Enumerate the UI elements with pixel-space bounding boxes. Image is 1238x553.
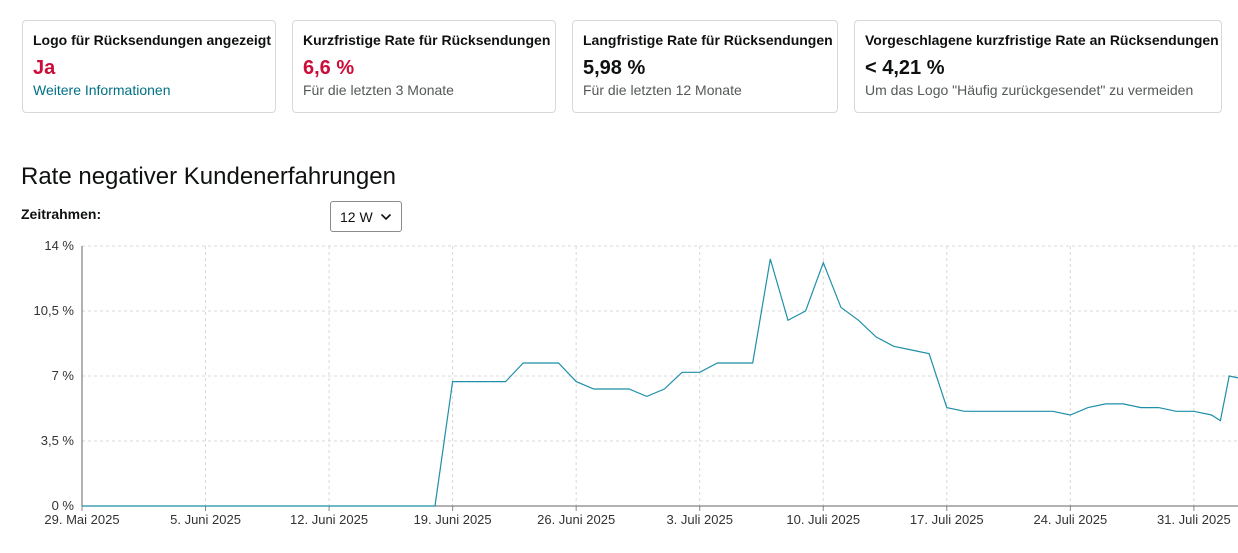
card-value: 5,98 %: [583, 57, 646, 79]
y-tick-label: 3,5 %: [41, 433, 75, 448]
timeframe-selected-value: 12 W: [340, 208, 373, 225]
card-subtitle: Für die letzten 12 Monate: [583, 82, 742, 98]
card-long-term-rate: Langfristige Rate für Rücksendungen 5,98…: [572, 20, 838, 113]
x-tick-label: 26. Juni 2025: [537, 512, 615, 527]
y-tick-label: 14 %: [44, 238, 74, 253]
x-tick-label: 12. Juni 2025: [290, 512, 368, 527]
section-title: Rate negativer Kundenerfahrungen: [21, 163, 396, 190]
x-tick-label: 19. Juni 2025: [414, 512, 492, 527]
card-subtitle: Um das Logo "Häufig zurückgesendet" zu v…: [865, 82, 1194, 98]
x-tick-label: 17. Juli 2025: [910, 512, 984, 527]
x-tick-label: 31. Juli 2025: [1157, 512, 1231, 527]
x-tick-label: 29. Mai 2025: [44, 512, 119, 527]
y-tick-label: 0 %: [52, 498, 75, 513]
card-short-term-rate: Kurzfristige Rate für Rücksendungen 6,6 …: [292, 20, 556, 113]
timeframe-label: Zeitrahmen:: [21, 206, 102, 222]
card-value: Ja: [33, 57, 56, 79]
card-suggested-rate: Vorgeschlagene kurzfristige Rate an Rück…: [854, 20, 1222, 113]
x-tick-label: 10. Juli 2025: [786, 512, 860, 527]
card-title: Langfristige Rate für Rücksendungen: [583, 32, 833, 48]
timeframe-select[interactable]: 12 W: [330, 201, 402, 232]
card-subtitle: Für die letzten 3 Monate: [303, 82, 454, 98]
x-tick-label: 24. Juli 2025: [1033, 512, 1107, 527]
chevron-down-icon: [380, 213, 392, 221]
card-value: < 4,21 %: [865, 57, 945, 79]
card-logo-shown: Logo für Rücksendungen angezeigt Ja Weit…: [22, 20, 276, 113]
y-tick-label: 10,5 %: [34, 303, 75, 318]
card-value: 6,6 %: [303, 57, 355, 79]
series-line: [82, 258, 1238, 507]
x-tick-label: 3. Juli 2025: [666, 512, 733, 527]
card-title: Kurzfristige Rate für Rücksendungen: [303, 32, 551, 48]
card-title: Logo für Rücksendungen angezeigt: [33, 32, 272, 48]
metric-cards: Logo für Rücksendungen angezeigt Ja Weit…: [22, 20, 1222, 113]
y-tick-label: 7 %: [52, 368, 75, 383]
more-info-link[interactable]: Weitere Informationen: [33, 82, 171, 98]
x-tick-label: 5. Juni 2025: [170, 512, 241, 527]
card-title: Vorgeschlagene kurzfristige Rate an Rück…: [865, 32, 1219, 48]
